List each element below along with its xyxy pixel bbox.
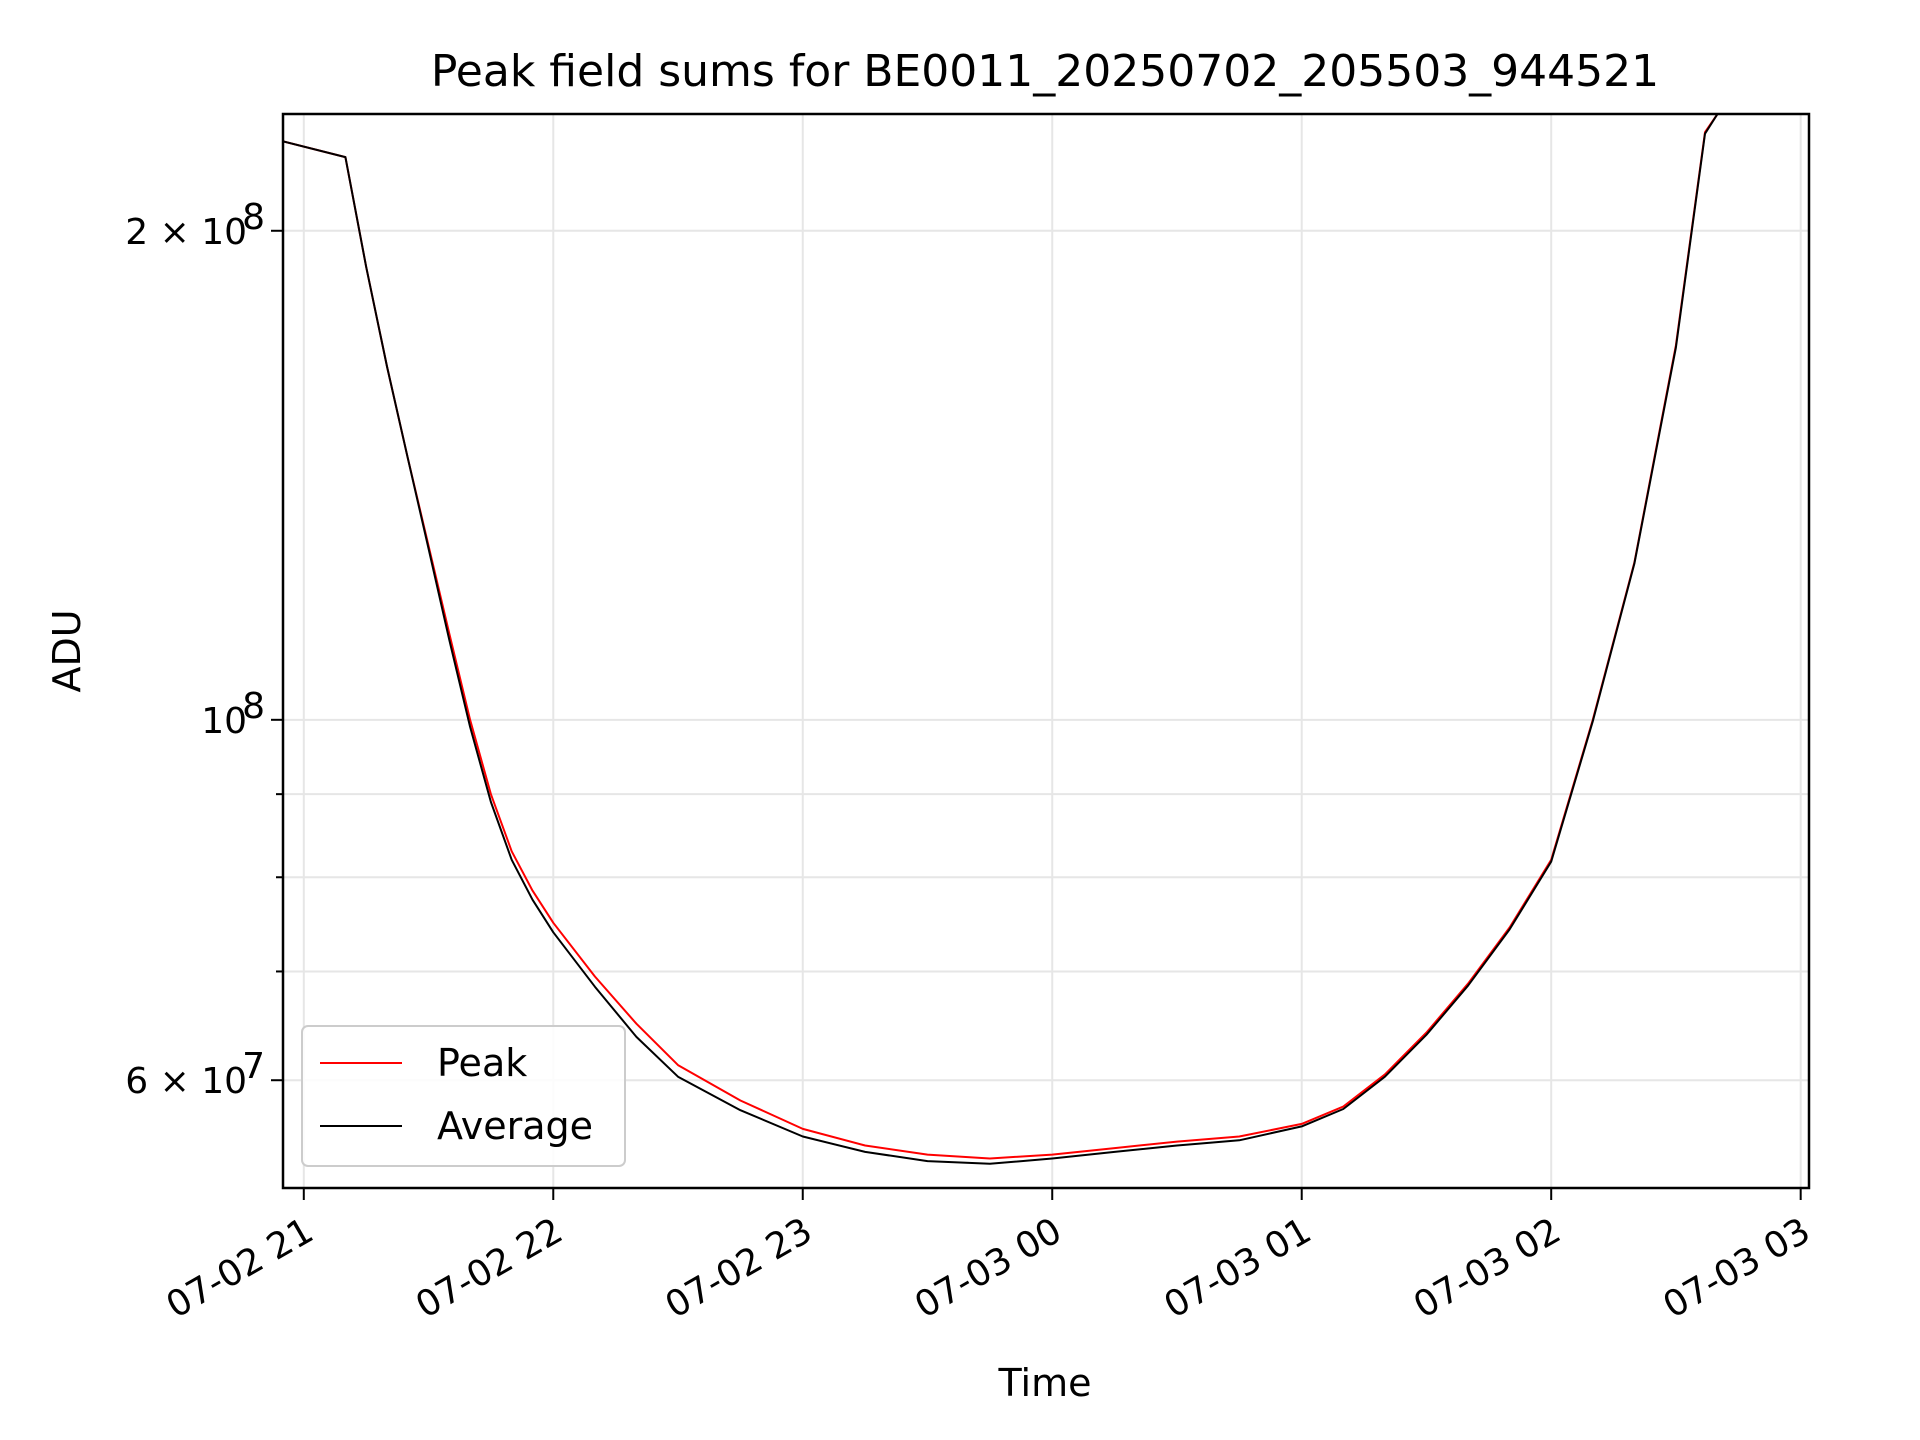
x-tick-label: 07-03 02 (1407, 1210, 1568, 1326)
x-tick-label: 07-03 00 (908, 1210, 1069, 1326)
y-tick-label-base: 2 × 10 (125, 212, 247, 253)
x-axis-label: Time (998, 1361, 1092, 1405)
legend-average-label: Average (437, 1104, 593, 1148)
legend-box (301, 1025, 626, 1167)
chart-title: Peak field sums for BE0011_20250702_2055… (431, 46, 1659, 97)
series-line-peak (283, 114, 1719, 1160)
plot-frame (281, 112, 1811, 1190)
y-tick-label-exponent: 8 (242, 197, 265, 238)
y-tick-label: 76 × 10 (125, 1046, 265, 1102)
y-tick-label: 810 (201, 686, 265, 742)
series-layer (283, 114, 1719, 1165)
legend-peak-label: Peak (437, 1041, 527, 1085)
series-line-average (283, 114, 1719, 1165)
x-tick-label: 07-03 03 (1657, 1210, 1818, 1326)
x-tick-label: 07-02 23 (659, 1210, 820, 1326)
y-tick-label: 82 × 10 (125, 197, 265, 253)
legend: Peak Average (301, 1025, 626, 1167)
y-tick-label-base: 6 × 10 (125, 1061, 247, 1102)
y-tick-label-exponent: 8 (242, 686, 265, 727)
x-tick-label: 07-03 01 (1158, 1210, 1319, 1326)
y-axis-label: ADU (45, 609, 89, 692)
y-tick-label-base: 10 (201, 701, 247, 742)
y-tick-label-exponent: 7 (242, 1046, 265, 1087)
x-tick-label: 07-02 22 (409, 1210, 570, 1326)
x-tick-label: 07-02 21 (160, 1210, 321, 1326)
